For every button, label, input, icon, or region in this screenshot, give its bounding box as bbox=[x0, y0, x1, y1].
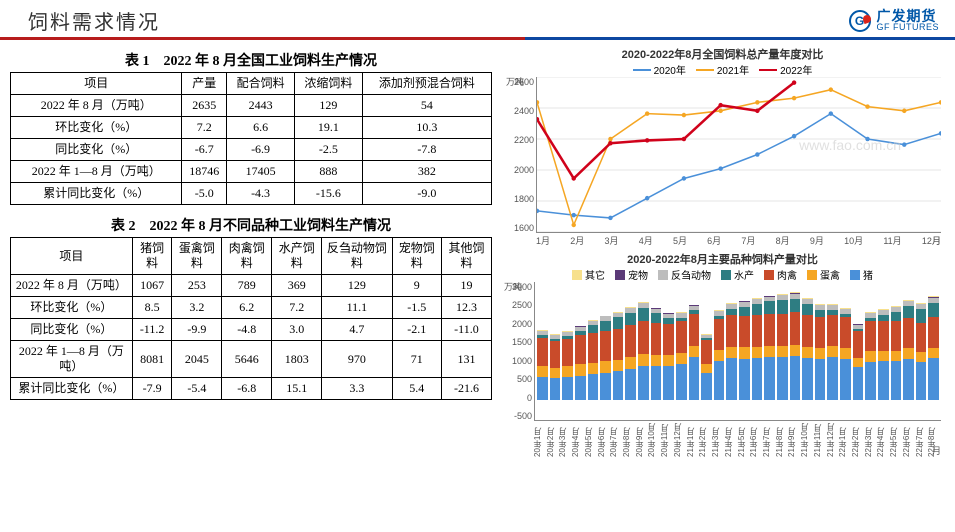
col-header: 产量 bbox=[182, 73, 227, 95]
table2: 项目猪饲料蛋禽饲料肉禽饲料水产饲料反刍动物饲料宠物饲料其他饲料 2022 年 8… bbox=[10, 237, 492, 400]
header-rule bbox=[0, 37, 955, 40]
bar bbox=[764, 282, 775, 420]
legend-item: 水产 bbox=[721, 267, 754, 282]
table-row: 累计同比变化（%）-5.0-4.3-15.6-9.0 bbox=[11, 183, 492, 205]
chart2-legend: 其它宠物反刍动物水产肉禽蛋禽猪 bbox=[500, 267, 945, 282]
table-row: 累计同比变化（%）-7.9-5.4-6.815.13.35.4-21.6 bbox=[11, 378, 492, 400]
logo-cn: 广发期货 bbox=[877, 9, 940, 23]
chart2-y-axis: 300025002000150010005000-500 bbox=[500, 282, 532, 421]
col-header: 反刍动物饲料 bbox=[322, 238, 392, 275]
bar bbox=[726, 282, 737, 420]
col-header: 项目 bbox=[11, 238, 133, 275]
col-header: 项目 bbox=[11, 73, 182, 95]
col-header: 宠物饲料 bbox=[392, 238, 441, 275]
bar bbox=[575, 282, 586, 420]
logo-en: GF FUTURES bbox=[877, 23, 940, 32]
legend-item: 2021年 bbox=[696, 62, 749, 77]
col-header: 添加剂预混合饲料 bbox=[362, 73, 491, 95]
bar bbox=[714, 282, 725, 420]
legend-item: 2022年 bbox=[759, 62, 812, 77]
col-header: 浓缩饲料 bbox=[294, 73, 362, 95]
bar bbox=[752, 282, 763, 420]
bar bbox=[638, 282, 649, 420]
bar bbox=[903, 282, 914, 420]
logo: G 广发期货 GF FUTURES bbox=[849, 9, 940, 32]
bar bbox=[853, 282, 864, 420]
bar bbox=[689, 282, 700, 420]
legend-item: 宠物 bbox=[615, 267, 648, 282]
table-row: 2022 年 8 月（万吨）2635244312954 bbox=[11, 95, 492, 117]
bar bbox=[562, 282, 573, 420]
bar bbox=[537, 282, 548, 420]
table-row: 同比变化（%）-11.2-9.9-4.83.04.7-2.1-11.0 bbox=[11, 319, 492, 341]
table-row: 同比变化（%）-6.7-6.9-2.5-7.8 bbox=[11, 139, 492, 161]
bar bbox=[815, 282, 826, 420]
bar bbox=[676, 282, 687, 420]
table-row: 环比变化（%）7.26.619.110.3 bbox=[11, 117, 492, 139]
bar bbox=[802, 282, 813, 420]
chart2-x-unit: 月 bbox=[932, 444, 941, 457]
bar bbox=[790, 282, 801, 420]
table1: 项目产量配合饲料浓缩饲料添加剂预混合饲料 2022 年 8 月（万吨）26352… bbox=[10, 72, 492, 205]
chart1-legend: 2020年 2021年 2022年 bbox=[500, 62, 945, 77]
chart1-x-axis: 1月2月3月4月5月6月7月8月9月10月11月12月 bbox=[536, 234, 941, 247]
col-header: 配合饲料 bbox=[227, 73, 295, 95]
table-row: 2022 年 8 月（万吨）1067253789369129919 bbox=[11, 275, 492, 297]
legend-item: 蛋禽 bbox=[807, 267, 840, 282]
col-header: 水产饲料 bbox=[272, 238, 322, 275]
col-header: 其他饲料 bbox=[441, 238, 491, 275]
bar bbox=[865, 282, 876, 420]
chart2-title: 2020-2022年8月主要品种饲料产量对比 bbox=[500, 251, 945, 267]
chart2-x-axis: 20年1月20年2月20年3月20年4月20年5月20年6月20年7月20年8月… bbox=[534, 421, 941, 457]
chart2-plot bbox=[534, 282, 941, 421]
chart1-title: 2020-2022年8月全国饲料总产量年度对比 bbox=[500, 46, 945, 62]
col-header: 猪饲料 bbox=[132, 238, 172, 275]
bar bbox=[827, 282, 838, 420]
bar-chart: 2020-2022年8月主要品种饲料产量对比 其它宠物反刍动物水产肉禽蛋禽猪 万… bbox=[500, 251, 945, 457]
bar bbox=[588, 282, 599, 420]
table2-title: 表 2 2022 年 8 月不同品种工业饲料生产情况 bbox=[10, 215, 492, 235]
bar bbox=[739, 282, 750, 420]
chart1-y-axis: 260024002200200018001600 bbox=[500, 77, 534, 233]
table1-title: 表 1 2022 年 8 月全国工业饲料生产情况 bbox=[10, 50, 492, 70]
bar bbox=[613, 282, 624, 420]
bar bbox=[550, 282, 561, 420]
line-chart: 2020-2022年8月全国饲料总产量年度对比 2020年2021年2022年 … bbox=[500, 46, 945, 247]
table-row: 环比变化（%）8.53.26.27.211.1-1.512.3 bbox=[11, 297, 492, 319]
bar bbox=[928, 282, 939, 420]
legend-item: 猪 bbox=[850, 267, 873, 282]
table-row: 2022 年 1—8 月（万吨）1874617405888382 bbox=[11, 161, 492, 183]
bar bbox=[625, 282, 636, 420]
table-row: 2022 年 1—8 月（万吨）808120455646180397071131 bbox=[11, 341, 492, 378]
bar bbox=[663, 282, 674, 420]
logo-icon: G bbox=[849, 10, 871, 32]
chart1-x-unit: 月 bbox=[932, 234, 941, 247]
legend-item: 反刍动物 bbox=[658, 267, 711, 282]
chart1-plot: www.fao.com.cn bbox=[536, 77, 941, 233]
bar bbox=[916, 282, 927, 420]
col-header: 肉禽饲料 bbox=[222, 238, 272, 275]
bar bbox=[891, 282, 902, 420]
col-header: 蛋禽饲料 bbox=[172, 238, 222, 275]
header: 饲料需求情况 G 广发期货 GF FUTURES bbox=[0, 0, 955, 37]
legend-item: 2020年 bbox=[633, 62, 686, 77]
legend-item: 其它 bbox=[572, 267, 605, 282]
bar bbox=[878, 282, 889, 420]
bar bbox=[777, 282, 788, 420]
bar bbox=[600, 282, 611, 420]
legend-item: 肉禽 bbox=[764, 267, 797, 282]
bar bbox=[651, 282, 662, 420]
bar bbox=[701, 282, 712, 420]
page-title: 饲料需求情况 bbox=[28, 6, 160, 35]
bar bbox=[840, 282, 851, 420]
